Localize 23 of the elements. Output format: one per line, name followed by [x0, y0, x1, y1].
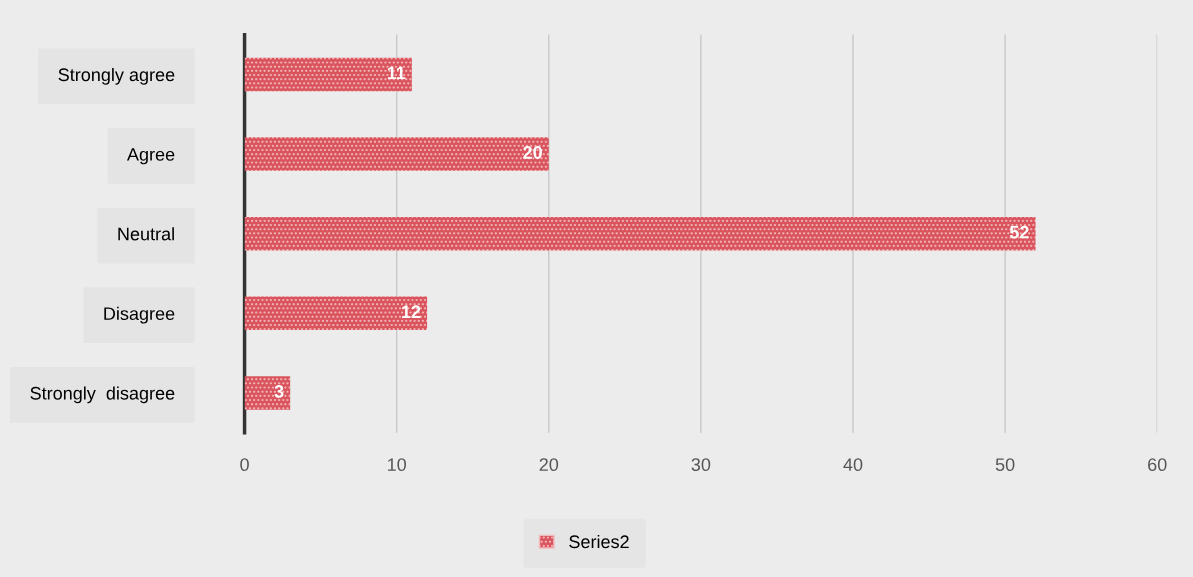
data-label: 3 [274, 385, 284, 398]
data-label: 52 [1009, 225, 1029, 239]
y-tick-label: Strongly agree [58, 67, 175, 85]
x-tick-label: 40 [843, 458, 863, 472]
x-tick-label: 0 [240, 458, 249, 472]
bar [244, 57, 412, 92]
y-tick-label: Neutral [118, 227, 174, 241]
data-label: 12 [402, 305, 421, 318]
bar [244, 296, 428, 331]
y-tick-label: Agree [126, 148, 175, 165]
x-tick-label: 20 [539, 458, 559, 472]
x-tick-label: 10 [388, 458, 407, 472]
legend-label: Series2 [569, 534, 629, 549]
y-tick-label: Strongly disagree [30, 386, 175, 404]
data-label: 20 [523, 146, 542, 159]
bar [244, 137, 549, 171]
x-tick-label: 30 [691, 458, 711, 472]
bar [244, 376, 291, 410]
y-tick-label: Disagree [104, 306, 175, 324]
x-tick-label: 50 [995, 458, 1015, 472]
x-tick-label: 60 [1148, 458, 1167, 472]
data-label: 11 [387, 66, 406, 80]
bar [244, 216, 1036, 251]
